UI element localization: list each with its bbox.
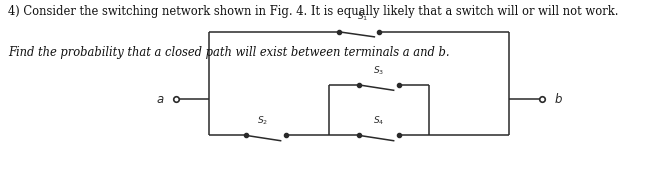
Text: Find the probability that a closed path will exist between terminals a and b.: Find the probability that a closed path … [8, 46, 450, 59]
Text: $a$: $a$ [156, 93, 164, 106]
Text: $b$: $b$ [554, 92, 563, 106]
Text: $S_2$: $S_2$ [257, 114, 268, 127]
Text: $S_1$: $S_1$ [357, 10, 368, 23]
Text: 4) Consider the switching network shown in Fig. 4. It is equally likely that a s: 4) Consider the switching network shown … [8, 5, 618, 18]
Text: $S_4$: $S_4$ [373, 115, 385, 127]
Text: $S_3$: $S_3$ [374, 64, 384, 77]
